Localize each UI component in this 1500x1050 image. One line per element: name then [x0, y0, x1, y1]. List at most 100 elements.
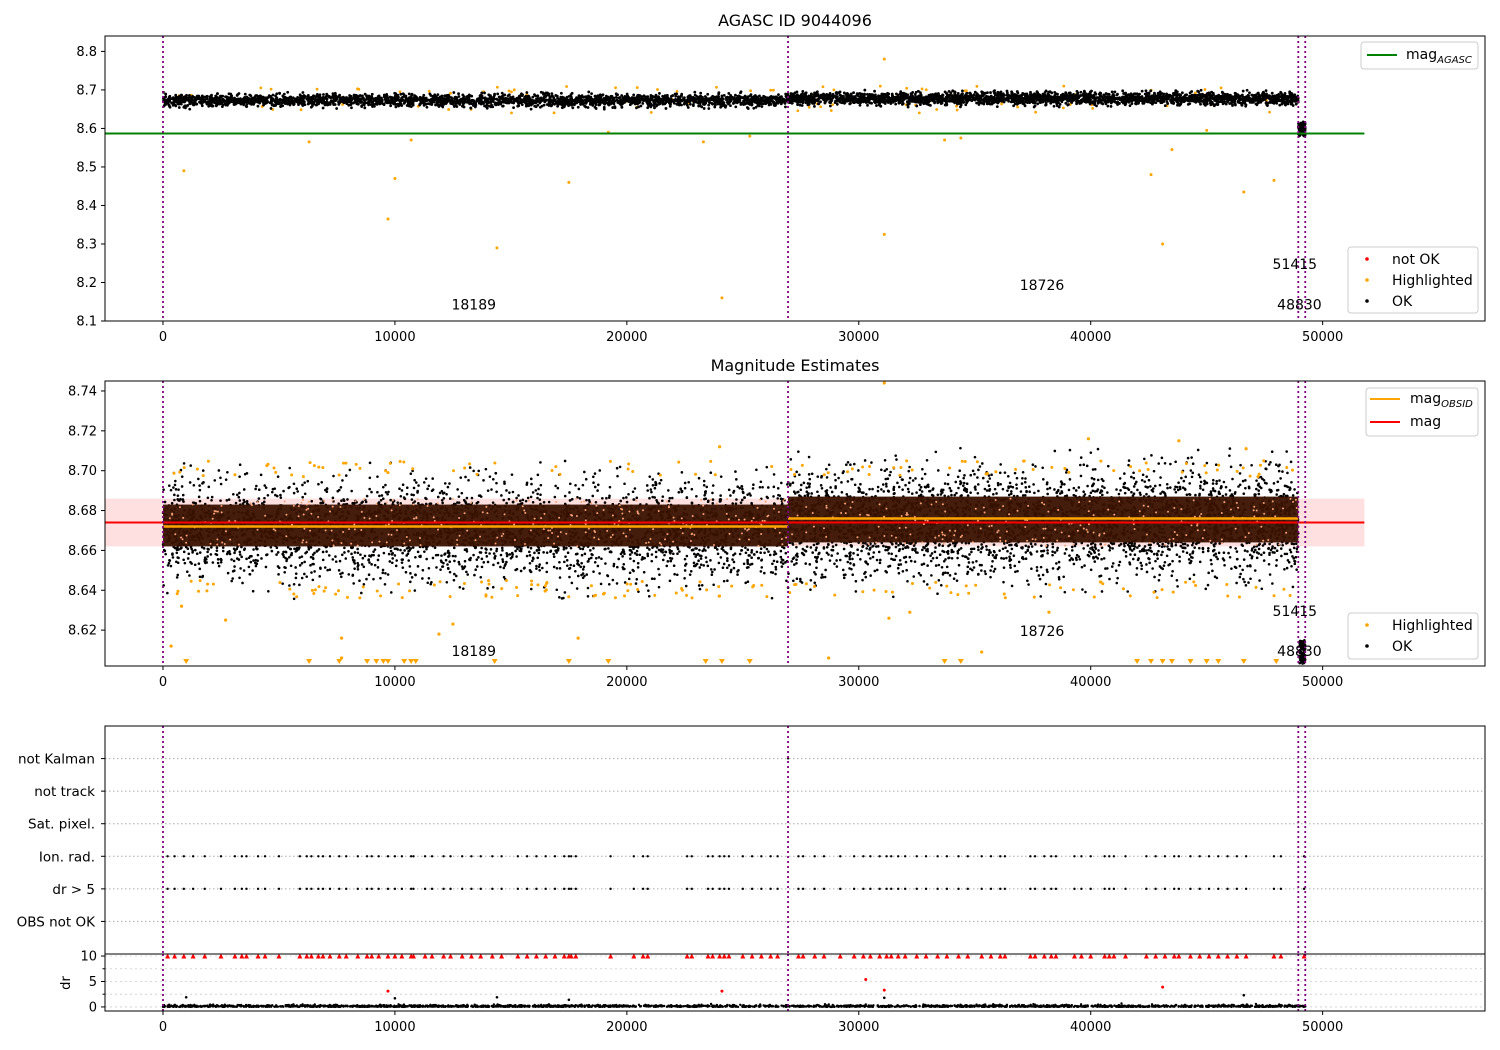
ok-point	[1188, 102, 1192, 106]
ok-point	[363, 106, 367, 110]
ok-point	[312, 94, 315, 98]
ok-point	[439, 95, 443, 99]
ok-point	[322, 93, 325, 96]
ok-point	[404, 98, 408, 102]
ok-point	[265, 100, 269, 104]
ok-point	[993, 89, 996, 93]
ok-point	[530, 98, 534, 102]
ok-point	[571, 106, 575, 110]
ok-point	[254, 94, 258, 98]
highlighted-point	[315, 87, 319, 91]
ok-point	[638, 98, 642, 102]
highlighted-point	[259, 86, 263, 90]
ok-point	[389, 101, 392, 105]
ok-point	[731, 102, 735, 105]
ok-point	[553, 99, 557, 103]
ok-point	[523, 96, 527, 100]
ok-point	[949, 91, 953, 95]
ok-point	[355, 102, 359, 106]
ok-point	[873, 89, 876, 93]
ok-point	[558, 102, 562, 106]
ok-point	[551, 101, 555, 105]
ok-point	[585, 97, 589, 101]
ok-point	[536, 99, 540, 103]
ok-point	[500, 91, 504, 95]
ok-point	[736, 99, 740, 102]
ok-point	[729, 95, 733, 99]
ok-point	[1047, 99, 1050, 103]
highlighted-point	[807, 105, 811, 109]
ok-point	[717, 97, 721, 101]
ok-point	[216, 92, 219, 95]
ok-point	[754, 105, 758, 109]
ok-point	[1082, 89, 1086, 93]
ok-point	[174, 104, 178, 108]
ok-point	[321, 96, 325, 99]
ok-point	[653, 106, 656, 110]
ok-point	[469, 94, 472, 98]
ok-point	[404, 94, 408, 98]
ok-point	[590, 92, 593, 96]
ok-point	[285, 98, 289, 102]
ok-point	[361, 94, 364, 98]
ok-point	[598, 100, 601, 103]
ok-point	[807, 100, 811, 104]
ok-point	[269, 107, 273, 110]
ok-point	[1096, 96, 1099, 100]
ok-point	[480, 91, 484, 95]
ok-point	[448, 98, 452, 102]
ok-point	[1044, 103, 1047, 107]
ok-point	[816, 99, 819, 103]
ok-point	[858, 91, 862, 95]
ok-point	[342, 97, 345, 101]
highlighted-point	[821, 85, 825, 89]
ok-point	[810, 93, 813, 97]
ok-point	[405, 104, 409, 107]
ok-point	[1102, 93, 1106, 97]
ok-point	[278, 97, 282, 101]
ok-point	[365, 97, 368, 101]
ok-point	[717, 101, 721, 105]
ok-point	[1213, 96, 1217, 100]
ok-point	[429, 94, 433, 97]
ok-point	[533, 94, 537, 98]
ok-point	[717, 92, 721, 96]
ok-point	[172, 100, 176, 103]
ok-point	[973, 90, 977, 94]
ok-point	[380, 98, 384, 102]
ok-point	[1256, 91, 1260, 95]
ok-point	[986, 91, 989, 94]
ok-point	[668, 104, 672, 108]
ok-point	[654, 99, 658, 103]
ok-point	[618, 96, 622, 99]
ok-point	[493, 92, 497, 96]
ok-point	[1137, 101, 1141, 105]
ok-point	[556, 96, 559, 100]
ok-point	[193, 102, 197, 106]
ok-point	[760, 97, 764, 101]
ok-point	[698, 95, 702, 98]
ok-point	[164, 92, 168, 96]
ok-point	[585, 95, 589, 99]
ok-point	[675, 92, 679, 96]
ok-point	[688, 102, 692, 106]
ok-point	[1216, 103, 1220, 107]
ok-point	[661, 100, 664, 104]
ok-point	[352, 101, 355, 105]
ok-point	[218, 100, 222, 104]
ok-point	[562, 105, 566, 109]
ok-point	[185, 98, 189, 102]
ok-point	[397, 98, 400, 102]
ok-point	[848, 102, 852, 106]
ok-point	[425, 105, 429, 109]
ok-point	[499, 96, 502, 100]
ok-point	[686, 106, 690, 109]
ok-point	[685, 103, 689, 107]
highlighted-point	[829, 109, 833, 112]
ok-point	[722, 101, 726, 105]
ok-point	[390, 96, 394, 100]
ok-point	[243, 96, 246, 100]
ok-point	[909, 92, 913, 96]
ok-point	[470, 99, 474, 102]
ok-point	[733, 99, 737, 102]
